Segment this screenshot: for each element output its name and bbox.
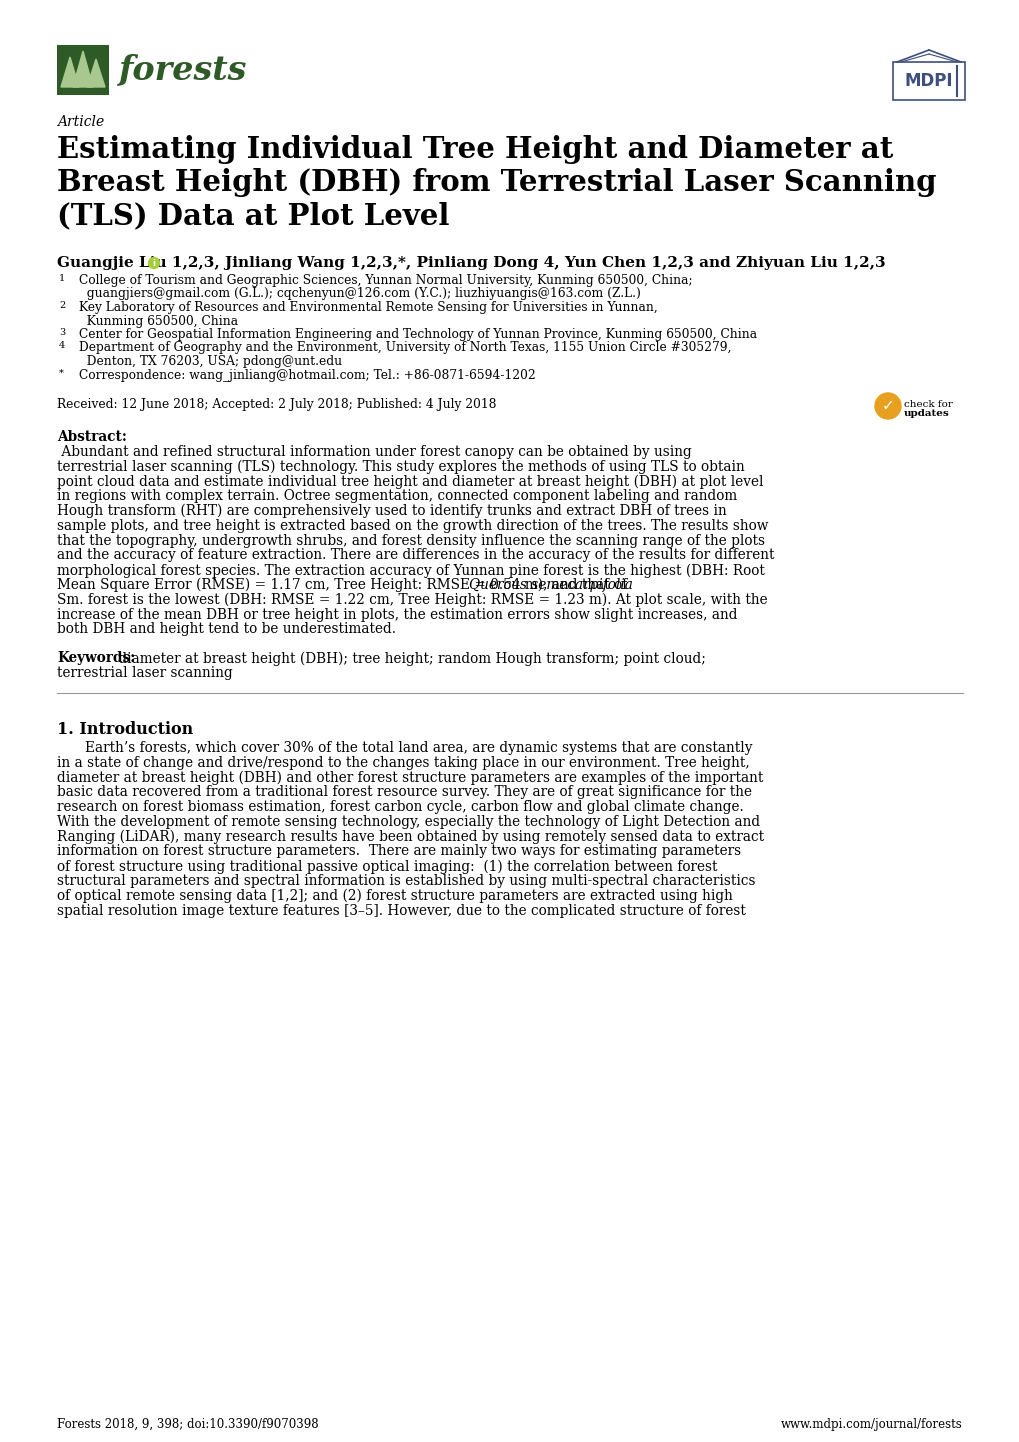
Text: Ranging (LiDAR), many research results have been obtained by using remotely sens: Ranging (LiDAR), many research results h… [57,829,763,844]
Text: Earth’s forests, which cover 30% of the total land area, are dynamic systems tha: Earth’s forests, which cover 30% of the … [85,741,752,754]
Text: *: * [59,369,64,378]
Text: College of Tourism and Geographic Sciences, Yunnan Normal University, Kunming 65: College of Tourism and Geographic Scienc… [78,274,692,287]
Text: of forest structure using traditional passive optical imaging:  (1) the correlat: of forest structure using traditional pa… [57,859,716,874]
Text: both DBH and height tend to be underestimated.: both DBH and height tend to be underesti… [57,623,395,636]
Text: forests: forests [119,53,248,87]
Text: Correspondence: wang_jinliang@hotmail.com; Tel.: +86-0871-6594-1202: Correspondence: wang_jinliang@hotmail.co… [78,369,535,382]
Text: spatial resolution image texture features [3–5]. However, due to the complicated: spatial resolution image texture feature… [57,904,745,917]
Text: diameter at breast height (DBH) and other forest structure parameters are exampl: diameter at breast height (DBH) and othe… [57,770,762,784]
Text: Mean Square Error (RMSE) = 1.17 cm, Tree Height: RMSE = 0.54 m), and that of: Mean Square Error (RMSE) = 1.17 cm, Tree… [57,578,631,593]
Text: Abundant and refined structural information under forest canopy can be obtained : Abundant and refined structural informat… [57,444,691,459]
Text: Kunming 650500, China: Kunming 650500, China [78,314,237,327]
Text: www.mdpi.com/journal/forests: www.mdpi.com/journal/forests [781,1417,962,1430]
Text: Article: Article [57,115,104,128]
Text: Received: 12 June 2018; Accepted: 2 July 2018; Published: 4 July 2018: Received: 12 June 2018; Accepted: 2 July… [57,398,496,411]
Text: of optical remote sensing data [1,2]; and (2) forest structure parameters are ex: of optical remote sensing data [1,2]; an… [57,888,733,903]
Text: 4: 4 [59,342,65,350]
Text: morphological forest species. The extraction accuracy of Yunnan pine forest is t: morphological forest species. The extrac… [57,564,764,578]
Text: Estimating Individual Tree Height and Diameter at: Estimating Individual Tree Height and Di… [57,136,893,164]
Text: Quercus semecarpifolia: Quercus semecarpifolia [469,578,632,593]
Text: Sm. forest is the lowest (DBH: RMSE = 1.22 cm, Tree Height: RMSE = 1.23 m). At p: Sm. forest is the lowest (DBH: RMSE = 1.… [57,593,767,607]
Text: point cloud data and estimate individual tree height and diameter at breast heig: point cloud data and estimate individual… [57,474,763,489]
Bar [892,62,964,99]
Text: check for: check for [903,399,952,410]
Text: MDPI: MDPI [904,72,953,89]
Text: diameter at breast height (DBH); tree height; random Hough transform; point clou: diameter at breast height (DBH); tree he… [114,652,705,666]
Polygon shape [87,59,105,87]
Text: 2: 2 [59,301,65,310]
Text: Abstract:: Abstract: [57,430,126,444]
Text: increase of the mean DBH or tree height in plots, the estimation errors show sli: increase of the mean DBH or tree height … [57,607,737,622]
Text: Center for Geospatial Information Engineering and Technology of Yunnan Province,: Center for Geospatial Information Engine… [78,327,756,340]
Text: With the development of remote sensing technology, especially the technology of : With the development of remote sensing t… [57,815,759,829]
Text: and the accuracy of feature extraction. There are differences in the accuracy of: and the accuracy of feature extraction. … [57,548,773,562]
Text: sample plots, and tree height is extracted based on the growth direction of the : sample plots, and tree height is extract… [57,519,767,532]
Text: Guangjie Liu 1,2,3, Jinliang Wang 1,2,3,*, Pinliang Dong 4, Yun Chen 1,2,3 and Z: Guangjie Liu 1,2,3, Jinliang Wang 1,2,3,… [57,257,884,270]
Text: in a state of change and drive/respond to the changes taking place in our enviro: in a state of change and drive/respond t… [57,756,749,770]
Text: Denton, TX 76203, USA; pdong@unt.edu: Denton, TX 76203, USA; pdong@unt.edu [78,355,341,368]
Text: information on forest structure parameters.  There are mainly two ways for estim: information on forest structure paramete… [57,845,741,858]
Text: updates: updates [903,410,949,418]
Text: (TLS) Data at Plot Level: (TLS) Data at Plot Level [57,200,449,231]
Text: Hough transform (RHT) are comprehensively used to identify trunks and extract DB: Hough transform (RHT) are comprehensivel… [57,505,727,518]
Text: that the topography, undergrowth shrubs, and forest density influence the scanni: that the topography, undergrowth shrubs,… [57,534,764,548]
Polygon shape [61,58,78,87]
Text: Forests 2018, 9, 398; doi:10.3390/f9070398: Forests 2018, 9, 398; doi:10.3390/f90703… [57,1417,318,1430]
Bar [57,45,109,95]
Circle shape [149,258,159,268]
Circle shape [874,394,900,420]
Text: 1. Introduction: 1. Introduction [57,721,193,738]
Text: Breast Height (DBH) from Terrestrial Laser Scanning: Breast Height (DBH) from Terrestrial Las… [57,169,935,198]
Text: Keywords:: Keywords: [57,652,135,665]
Text: research on forest biomass estimation, forest carbon cycle, carbon flow and glob: research on forest biomass estimation, f… [57,800,743,813]
Text: terrestrial laser scanning: terrestrial laser scanning [57,666,232,681]
Text: Key Laboratory of Resources and Environmental Remote Sensing for Universities in: Key Laboratory of Resources and Environm… [78,301,657,314]
Text: 3: 3 [59,327,65,337]
Text: i: i [153,258,155,268]
Text: terrestrial laser scanning (TLS) technology. This study explores the methods of : terrestrial laser scanning (TLS) technol… [57,460,744,474]
Text: ✓: ✓ [880,398,894,414]
Text: 1: 1 [59,274,65,283]
Text: Department of Geography and the Environment, University of North Texas, 1155 Uni: Department of Geography and the Environm… [78,342,731,355]
Text: guangjiers@gmail.com (G.L.); cqchenyun@126.com (Y.C.); liuzhiyuangis@163.com (Z.: guangjiers@gmail.com (G.L.); cqchenyun@1… [78,287,640,300]
Text: basic data recovered from a traditional forest resource survey. They are of grea: basic data recovered from a traditional … [57,786,751,799]
Polygon shape [73,50,93,87]
Text: in regions with complex terrain. Octree segmentation, connected component labeli: in regions with complex terrain. Octree … [57,489,737,503]
Text: structural parameters and spectral information is established by using multi-spe: structural parameters and spectral infor… [57,874,755,888]
